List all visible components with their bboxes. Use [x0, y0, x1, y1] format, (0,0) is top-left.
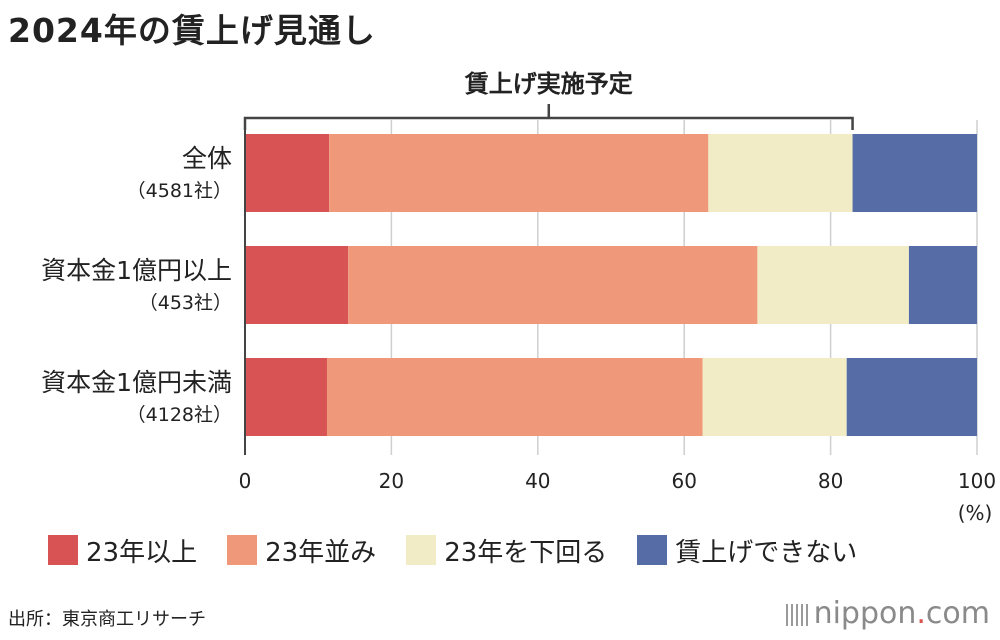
bar-segment — [708, 134, 853, 212]
x-tick-label: 100 — [958, 469, 996, 493]
bar-segment — [757, 246, 909, 324]
category-label: 資本金1億円以上 — [41, 256, 232, 285]
category-count: （453社） — [139, 292, 232, 314]
legend-item: 賃上げできない — [637, 532, 857, 569]
legend-item: 23年以上 — [48, 532, 197, 569]
legend-label: 23年以上 — [86, 537, 198, 568]
x-axis-unit: (%) — [958, 501, 993, 525]
category-count: （4128社） — [127, 404, 232, 426]
legend-swatch — [406, 535, 437, 565]
x-tick-label: 20 — [379, 469, 404, 493]
source-note: 出所：東京商工リサーチ — [8, 609, 206, 630]
bracket: 賃上げ実施予定 — [243, 70, 854, 130]
brand-suffix: com — [925, 596, 990, 631]
bar-segment — [348, 246, 758, 324]
legend-item: 23年並み — [227, 532, 376, 569]
legend-swatch — [637, 535, 668, 565]
chart: 賃上げ実施予定 全体 （4581社） 資本金1億円以上 （453社） 資本金1億円未満 （… — [41, 70, 996, 525]
legend: 23年以上 23年並み 23年を下回る 賃上げできない — [48, 530, 887, 570]
x-tick-label: 60 — [671, 469, 696, 493]
x-tick-label: 40 — [525, 469, 550, 493]
legend-swatch — [48, 535, 78, 565]
x-tick-label: 0 — [239, 469, 252, 493]
bar-segment — [245, 134, 330, 212]
bracket-line — [243, 116, 854, 130]
x-tick-label: 80 — [818, 469, 843, 493]
legend-swatch — [227, 535, 258, 565]
brand-dot: . — [916, 596, 926, 631]
x-axis-ticks: 0 20 40 60 80 100 — [239, 469, 996, 493]
bar-segment — [245, 358, 327, 436]
bar-segment — [326, 358, 703, 436]
bar-segment — [852, 134, 977, 212]
bars — [245, 134, 977, 436]
bar-segment — [702, 358, 847, 436]
bar-segment — [846, 358, 977, 436]
legend-label: 23年並み — [265, 537, 377, 568]
legend-label: 賃上げできない — [675, 537, 858, 568]
brand-prefix: nippon — [813, 596, 917, 631]
bar-segment — [908, 246, 977, 324]
category-label: 全体 — [182, 144, 232, 173]
bar-segment — [329, 134, 709, 212]
chart-title: 2024年の賃上げ見通し — [8, 11, 376, 50]
legend-item: 23年を下回る — [406, 532, 607, 569]
category-count: （4581社） — [127, 180, 232, 202]
bracket-label: 賃上げ実施予定 — [464, 70, 633, 98]
category-labels: 全体 （4581社） 資本金1億円以上 （453社） 資本金1億円未満 （4128社） — [41, 144, 232, 426]
legend-label: 23年を下回る — [444, 537, 608, 568]
brand-icon — [785, 603, 808, 626]
bar-segment — [245, 246, 349, 324]
category-label: 資本金1億円未満 — [41, 368, 232, 397]
brand-logo: nippon.com — [785, 596, 990, 631]
